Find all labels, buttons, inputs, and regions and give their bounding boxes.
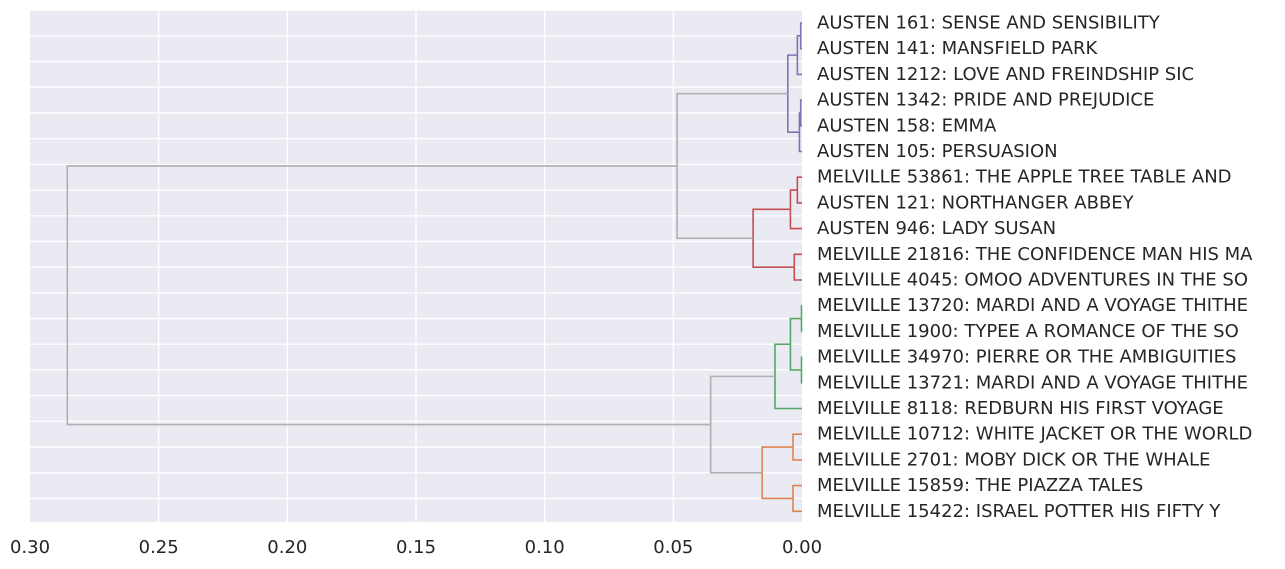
leaf-label: MELVILLE 21816: THE CONFIDENCE MAN HIS M… — [817, 244, 1253, 265]
x-tick-label: 0.25 — [139, 537, 179, 558]
x-tick-label: 0.30 — [10, 537, 50, 558]
leaf-label: MELVILLE 34970: PIERRE OR THE AMBIGUITIE… — [817, 347, 1236, 368]
x-tick-label: 0.15 — [396, 537, 436, 558]
leaf-label: AUSTEN 946: LADY SUSAN — [817, 218, 1056, 239]
leaf-label: AUSTEN 1342: PRIDE AND PREJUDICE — [817, 90, 1154, 111]
leaf-label: MELVILLE 13721: MARDI AND A VOYAGE THITH… — [817, 372, 1248, 393]
x-tick-label: 0.00 — [782, 537, 822, 558]
leaf-label: MELVILLE 1900: TYPEE A ROMANCE OF THE SO — [817, 321, 1239, 342]
x-tick-label: 0.10 — [525, 537, 565, 558]
leaf-label: MELVILLE 13720: MARDI AND A VOYAGE THITH… — [817, 295, 1248, 316]
dendrogram-link — [752, 208, 795, 268]
leaf-label: AUSTEN 161: SENSE AND SENSIBILITY — [817, 13, 1161, 34]
dendrogram-link — [787, 54, 800, 134]
leaf-label: MELVILLE 2701: MOBY DICK OR THE WHALE — [817, 449, 1210, 470]
leaf-label: AUSTEN 105: PERSUASION — [817, 141, 1058, 162]
leaf-label: AUSTEN 158: EMMA — [817, 115, 997, 136]
dendrogram-links — [66, 22, 803, 513]
leaf-labels: AUSTEN 161: SENSE AND SENSIBILITY AUSTEN … — [817, 13, 1253, 522]
x-axis-tick-labels: 0.30 0.25 0.20 0.15 0.10 0.05 0.00 — [10, 537, 822, 558]
horizontal-gridlines — [30, 9, 802, 500]
x-tick-label: 0.20 — [267, 537, 307, 558]
leaf-label: AUSTEN 1212: LOVE AND FREINDSHIP SIC — [817, 64, 1194, 85]
leaf-label: MELVILLE 15859: THE PIAZZA TALES — [817, 475, 1143, 496]
leaf-label: AUSTEN 121: NORTHANGER ABBEY — [817, 192, 1135, 213]
leaf-label: MELVILLE 53861: THE APPLE TREE TABLE AND — [817, 167, 1232, 188]
x-tick-label: 0.05 — [653, 537, 693, 558]
dendrogram-link — [800, 304, 803, 333]
dendrogram-link — [709, 375, 775, 474]
leaf-label: MELVILLE 15422: ISRAEL POTTER HIS FIFTY … — [817, 501, 1221, 522]
dendrogram-link — [800, 356, 803, 384]
leaf-label: MELVILLE 4045: OMOO ADVENTURES IN THE SO — [817, 270, 1248, 291]
leaf-label: AUSTEN 141: MANSFIELD PARK — [817, 38, 1099, 59]
dendrogram-link — [66, 165, 711, 426]
dendrogram-link — [798, 112, 802, 153]
leaf-label: MELVILLE 10712: WHITE JACKET OR THE WORL… — [817, 424, 1252, 445]
leaf-label: MELVILLE 8118: REDBURN HIS FIRST VOYAGE — [817, 398, 1224, 419]
vertical-gridlines — [158, 10, 674, 522]
